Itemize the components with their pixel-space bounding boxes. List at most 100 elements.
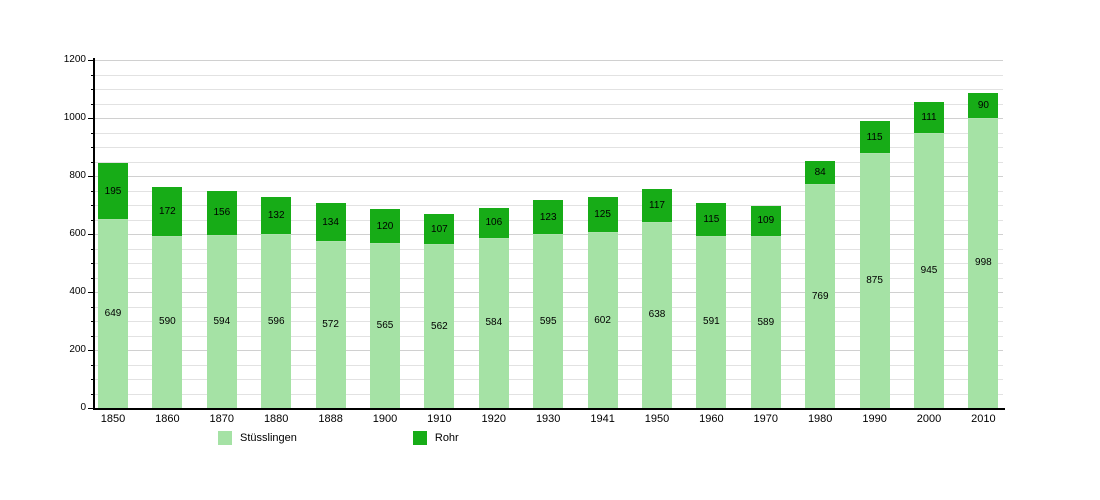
gridline [95,74,1003,76]
bar-group-1980: 769 84 [805,160,836,408]
bar-value-label: 638 [648,309,666,321]
bar-value-label: 596 [267,315,285,327]
bar-group-1910: 562 107 [424,214,455,408]
bar-value-label: 90 [977,99,989,111]
gridline [95,103,1003,105]
bar-group-2010: 998 90 [968,92,999,408]
bar-segment-rohr: 120 [370,209,400,245]
x-tick-label: 1980 [807,413,833,425]
bar-value-label: 120 [376,220,394,232]
bar-segment-stusslingen: 998 [968,118,999,408]
bar-group-1880: 596 132 [261,196,292,408]
legend-label: Stüsslingen [240,432,297,444]
y-tick [91,335,95,337]
bar-value-label: 107 [431,223,448,235]
bar-segment-stusslingen: 602 [587,233,618,408]
y-tick [88,176,95,177]
x-tick-label: 2010 [971,413,996,425]
y-tick-label: 400 [69,286,86,297]
y-tick [88,60,95,61]
y-tick [91,74,95,76]
x-tick-label: 1950 [644,413,670,425]
bar-value-label: 132 [267,210,285,222]
x-tick-label: 1860 [155,413,180,425]
bar-value-label: 123 [539,211,557,223]
x-tick-label: 1960 [699,413,724,425]
bar-segment-rohr: 115 [696,203,727,237]
bar-segment-stusslingen: 572 [315,242,346,408]
bar-group-1850: 649 195 [98,163,128,408]
bar-value-label: 998 [975,257,992,269]
x-tick-label: 1870 [209,413,235,425]
bar-value-label: 562 [431,320,448,332]
y-tick [91,103,95,105]
bar-value-label: 156 [213,207,231,219]
bar-segment-rohr: 156 [206,190,237,236]
y-tick [91,132,95,134]
x-tick-label: 1900 [372,413,398,425]
y-tick [91,393,95,395]
bar-segment-stusslingen: 945 [914,133,944,408]
gridline [95,60,1003,61]
bar-value-label: 875 [866,275,883,287]
bar-group-1960: 591 115 [696,203,727,408]
gridline [95,190,1003,192]
y-tick-label: 0 [80,402,86,413]
bar-value-label: 595 [539,315,557,327]
bar-segment-rohr: 107 [424,214,455,246]
y-tick [91,219,95,221]
gridline [95,147,1003,148]
x-tick-label: 1930 [535,413,561,425]
y-tick-label: 800 [69,170,86,181]
y-tick [88,118,95,119]
x-tick-label: 1941 [590,413,615,425]
bar-segment-stusslingen: 594 [206,235,237,408]
bar-segment-stusslingen: 562 [424,245,455,408]
y-tick [91,161,95,163]
bar-value-label: 594 [213,315,231,327]
y-tick [91,321,95,322]
x-tick-label: 1970 [753,413,779,425]
bar-value-label: 109 [757,215,775,227]
y-tick [91,248,95,250]
bar-group-1860: 590 172 [152,187,183,408]
bar-value-label: 125 [594,209,611,221]
bar-group-1970: 589 109 [750,205,781,408]
bar-value-label: 115 [866,131,883,143]
gridline [95,176,1003,177]
bar-group-1950: 638 117 [642,189,672,408]
bar-segment-stusslingen: 584 [478,238,509,408]
bar-value-label: 769 [811,290,829,302]
bar-segment-stusslingen: 590 [152,236,183,408]
y-tick [91,205,95,206]
bar-segment-stusslingen: 649 [98,219,128,408]
gridline [95,132,1003,134]
legend-item-stusslingen: Stüsslingen [218,431,297,445]
bar-value-label: 195 [104,185,122,197]
bar-value-label: 117 [649,200,665,212]
bar-segment-stusslingen: 591 [696,236,727,408]
bar-segment-rohr: 172 [152,187,183,237]
bar-value-label: 590 [159,316,176,328]
x-tick-label: 1990 [862,413,887,425]
bar-segment-rohr: 111 [914,101,944,134]
y-tick-label: 600 [69,228,86,239]
bar-segment-rohr: 123 [533,199,564,236]
legend-item-rohr: Rohr [412,431,459,445]
bar-value-label: 591 [703,316,720,328]
y-tick-label: 1200 [63,54,86,65]
x-axis-line [93,408,1005,410]
bar-segment-rohr: 125 [587,197,618,234]
bar-value-label: 584 [485,317,503,329]
bar-value-label: 565 [376,320,394,332]
y-tick-label: 200 [69,344,86,355]
bar-segment-rohr: 115 [859,120,890,155]
bar-segment-rohr: 195 [98,163,128,220]
y-tick [91,263,95,264]
bar-segment-rohr: 84 [805,160,836,185]
bar-value-label: 589 [757,316,775,328]
bar-segment-rohr: 90 [968,92,999,119]
bar-value-label: 172 [159,205,176,217]
bar-value-label: 111 [921,111,937,123]
